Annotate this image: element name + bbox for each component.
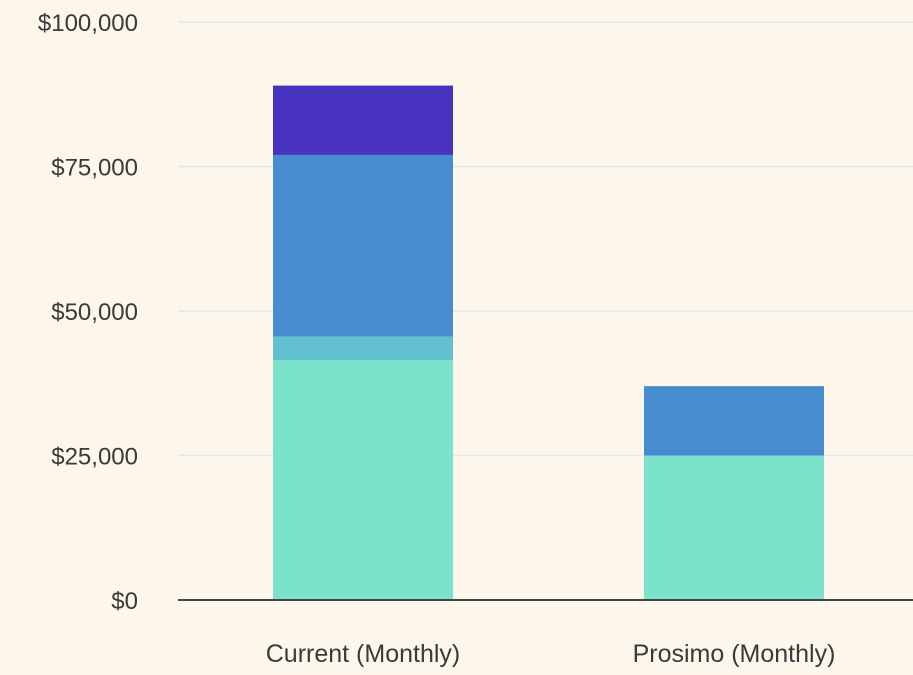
- y-tick-label: $100,000: [38, 10, 138, 37]
- bar-segment: [644, 386, 824, 456]
- x-axis-ticks: Current (Monthly) Prosimo (Monthly): [266, 640, 836, 668]
- x-tick-label: Current (Monthly): [266, 640, 461, 668]
- bar-segment: [273, 154, 453, 337]
- y-tick-label: $25,000: [51, 444, 138, 471]
- bar-segment: [644, 455, 824, 600]
- y-axis-ticks: $0 $25,000 $50,000 $75,000 $100,000: [38, 10, 138, 615]
- bars: [273, 85, 824, 600]
- y-tick-label: $50,000: [51, 299, 138, 326]
- x-tick-label: Prosimo (Monthly): [633, 640, 836, 668]
- bar-segment: [273, 360, 453, 600]
- bar-segment: [273, 85, 453, 155]
- y-tick-label: $0: [111, 588, 138, 615]
- y-tick-label: $75,000: [51, 155, 138, 182]
- bar-segment: [273, 336, 453, 361]
